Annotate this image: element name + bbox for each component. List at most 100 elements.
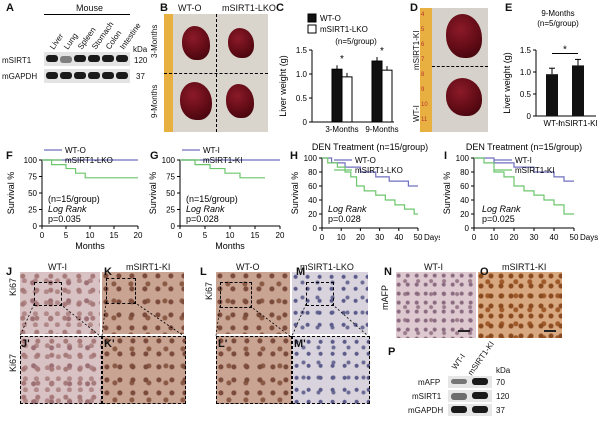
blot-lane-label: mSIRT1-KI [466,339,496,378]
survival-line [474,157,574,215]
chart-title: DEN Treatment (n=15/group) [466,142,582,152]
chart-title: 9-Months [541,9,574,18]
y-tick-label: 0.5 [296,94,308,103]
blot-row-label: mSIRT1 [2,56,32,65]
chart-annotation: Log Rank [482,204,521,214]
y-tick-label: 1.5 [520,46,532,55]
blot-band [74,72,86,79]
x-axis-label: Days [580,233,598,242]
divider [216,14,217,132]
y-tick-label: 1.0 [520,68,532,77]
liver [446,78,482,116]
y-axis-label: Liver weight (g) [502,52,512,114]
ruler-number: 6 [421,42,425,48]
survival-line [42,159,138,179]
panel-label-a: A [6,2,14,14]
panel-label-b: B [160,2,168,14]
ihc-zoom-m [292,336,370,404]
x-tick-label: 10 [337,233,346,242]
legend-label: mSIRT1-LKO [65,156,113,165]
y-tick-label: 50 [166,189,175,198]
blot-band [46,72,58,79]
x-tick-label: 9-Months [365,125,398,134]
y-tick-label: 0 [33,222,38,231]
blot-row-label: mGAPDH [408,406,444,415]
stain-label: mAFP [380,284,390,310]
blot-band [472,392,488,399]
scale-bar [458,330,470,332]
blot-band [74,55,86,62]
panel-label-h: H [290,150,298,162]
blot-band [451,393,467,400]
y-tick-label: 40 [308,196,317,205]
y-tick-label: 20 [460,210,469,219]
ruler-number: 11 [421,117,428,123]
blot-band [472,378,488,385]
liver [226,84,254,118]
x-axis-label: Months [215,241,245,250]
x-tick-label: 40 [394,233,403,242]
zoom-box [106,278,136,304]
y-tick-label: 60 [460,182,469,191]
survival-line [322,157,418,215]
x-tick-label: 50 [414,233,423,242]
ruler-number: 9 [421,87,425,93]
ihc-image-j [20,272,100,334]
x-tick-label: 40 [550,233,559,242]
ihc-title: WT-I [424,262,443,272]
x-tick-label: 0 [472,233,477,242]
blot-band [102,55,114,62]
ihc-image-k [102,272,184,334]
scale-bar [544,330,556,332]
bar [572,65,584,116]
y-tick-label: 25 [28,206,37,215]
chart-title: DEN Treatment (n=15/group) [312,142,428,152]
blot-band [116,72,128,79]
x-axis-label: Months [75,241,105,250]
blot-band [46,55,58,62]
kda-value: 120 [134,56,148,65]
y-axis-label: Liver weight (g) [278,55,288,117]
zoom-box [306,282,334,306]
blot-group-label: Mouse [76,3,104,13]
divider [432,66,488,67]
y-tick-label: 100 [456,154,470,163]
legend-swatch [307,24,317,34]
ihc-image-m [292,272,368,334]
x-tick-label: 0 [320,233,325,242]
x-tick-label: 5 [64,231,69,240]
significance-mark: * [563,45,567,56]
ihc-title: mSIRT1-KI [502,262,547,272]
liver [182,26,210,60]
y-tick-label: 0 [303,118,308,127]
kda-value: 120 [496,392,510,401]
blot-row-label: mSIRT1 [412,392,442,401]
x-tick-label: mSIRT1-KI [558,119,597,128]
chart-annotation: Log Rank [48,204,87,214]
y-tick-label: 0 [171,222,176,231]
y-tick-label: 25 [166,206,175,215]
legend-label: WT-I [203,146,220,155]
ruler: 4 5 6 7 8 9 10 11 [420,8,432,132]
x-tick-label: 10 [226,231,235,240]
zoom-lines-jk [19,301,185,337]
y-tick-label: 100 [162,156,176,165]
significance-mark: * [340,54,344,65]
panel-label-f: F [6,150,13,162]
x-tick-label: 10 [490,233,499,242]
legend-swatch [307,13,317,23]
x-tick-label: 10 [86,231,95,240]
legend-label: WT-I [515,156,532,165]
ihc-image-o [478,272,562,338]
liver-photo-b [164,14,268,132]
x-tick-label: 0 [178,231,183,240]
y-tick-label: 60 [308,182,317,191]
significance-mark: * [380,46,384,57]
panel-label-m-prime: M' [294,338,306,350]
y-tick-label: 20 [308,210,317,219]
chart-annotation: (n=15/group) [48,194,100,204]
legend-label: mSIRT1-LKO [355,166,403,175]
ihc-title: WT-I [48,262,67,272]
panel-label-k: K [104,266,112,278]
